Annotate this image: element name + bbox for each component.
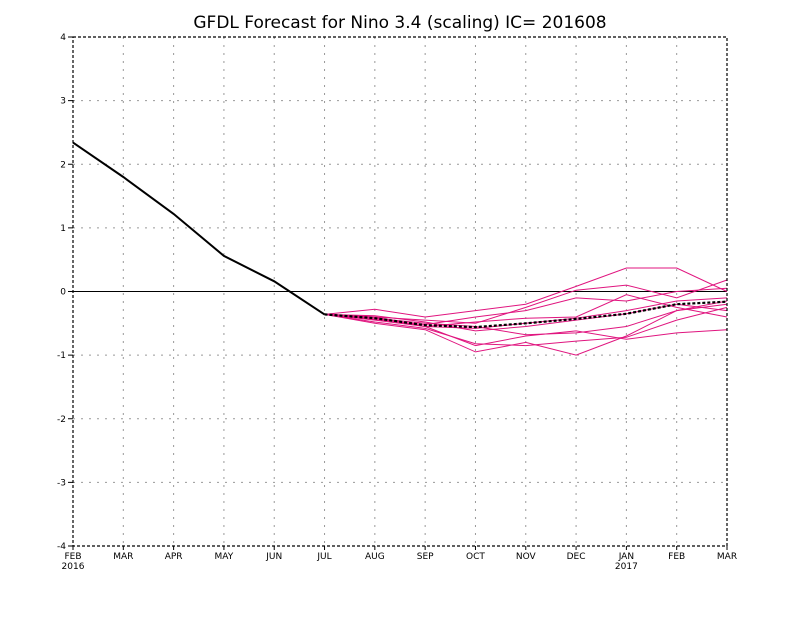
x-tick-label: NOV bbox=[516, 552, 537, 562]
x-tick-label: OCT bbox=[466, 552, 485, 562]
y-tick-label: 0 bbox=[60, 288, 66, 298]
x-tick-label: FEB bbox=[668, 552, 685, 562]
ensemble-mean-line bbox=[324, 300, 728, 329]
x-axis-ticks: FEB MAR APR MAY JUN JUL AUG SEP OCT NOV DEC JAN FEB M… bbox=[62, 546, 737, 572]
observed-series bbox=[72, 141, 326, 316]
x-tick-label: MAR bbox=[113, 552, 133, 562]
x-tick-label: MAY bbox=[215, 552, 234, 562]
observed-line bbox=[72, 141, 326, 316]
y-tick-label: -3 bbox=[57, 478, 66, 488]
x-tick-label: JAN bbox=[618, 552, 634, 562]
x-tick-label: APR bbox=[165, 552, 183, 562]
x-tick-label: JUL bbox=[316, 552, 331, 562]
x-tick-label: SEP bbox=[417, 552, 434, 562]
y-tick-label: 3 bbox=[60, 97, 66, 107]
y-tick-label: 1 bbox=[60, 224, 66, 234]
x-tick-label: JUN bbox=[265, 552, 282, 562]
x-year-label: 2016 bbox=[62, 562, 85, 572]
chart-title: GFDL Forecast for Nino 3.4 (scaling) IC=… bbox=[193, 13, 606, 33]
y-tick-label: 4 bbox=[60, 33, 66, 43]
x-tick-label: AUG bbox=[365, 552, 385, 562]
y-axis-ticks: 4 3 2 1 0 -1 -2 -3 -4 bbox=[57, 33, 73, 552]
y-tick-label: -2 bbox=[57, 415, 66, 425]
x-tick-label: DEC bbox=[567, 552, 586, 562]
ensemble-member-line-4 bbox=[324, 313, 728, 347]
ensemble-member-line-3 bbox=[324, 303, 728, 356]
x-tick-label: FEB bbox=[64, 552, 81, 562]
x-year-label: 2017 bbox=[615, 562, 638, 572]
ensemble-members bbox=[324, 267, 728, 356]
y-tick-label: 2 bbox=[60, 160, 66, 170]
ensemble-mean-series bbox=[324, 300, 728, 329]
x-tick-label: MAR bbox=[717, 552, 737, 562]
y-tick-label: -1 bbox=[57, 351, 66, 361]
ensemble-member-line-2 bbox=[324, 267, 728, 318]
ensemble-member-line-8 bbox=[324, 306, 728, 347]
y-tick-label: -4 bbox=[57, 542, 66, 552]
